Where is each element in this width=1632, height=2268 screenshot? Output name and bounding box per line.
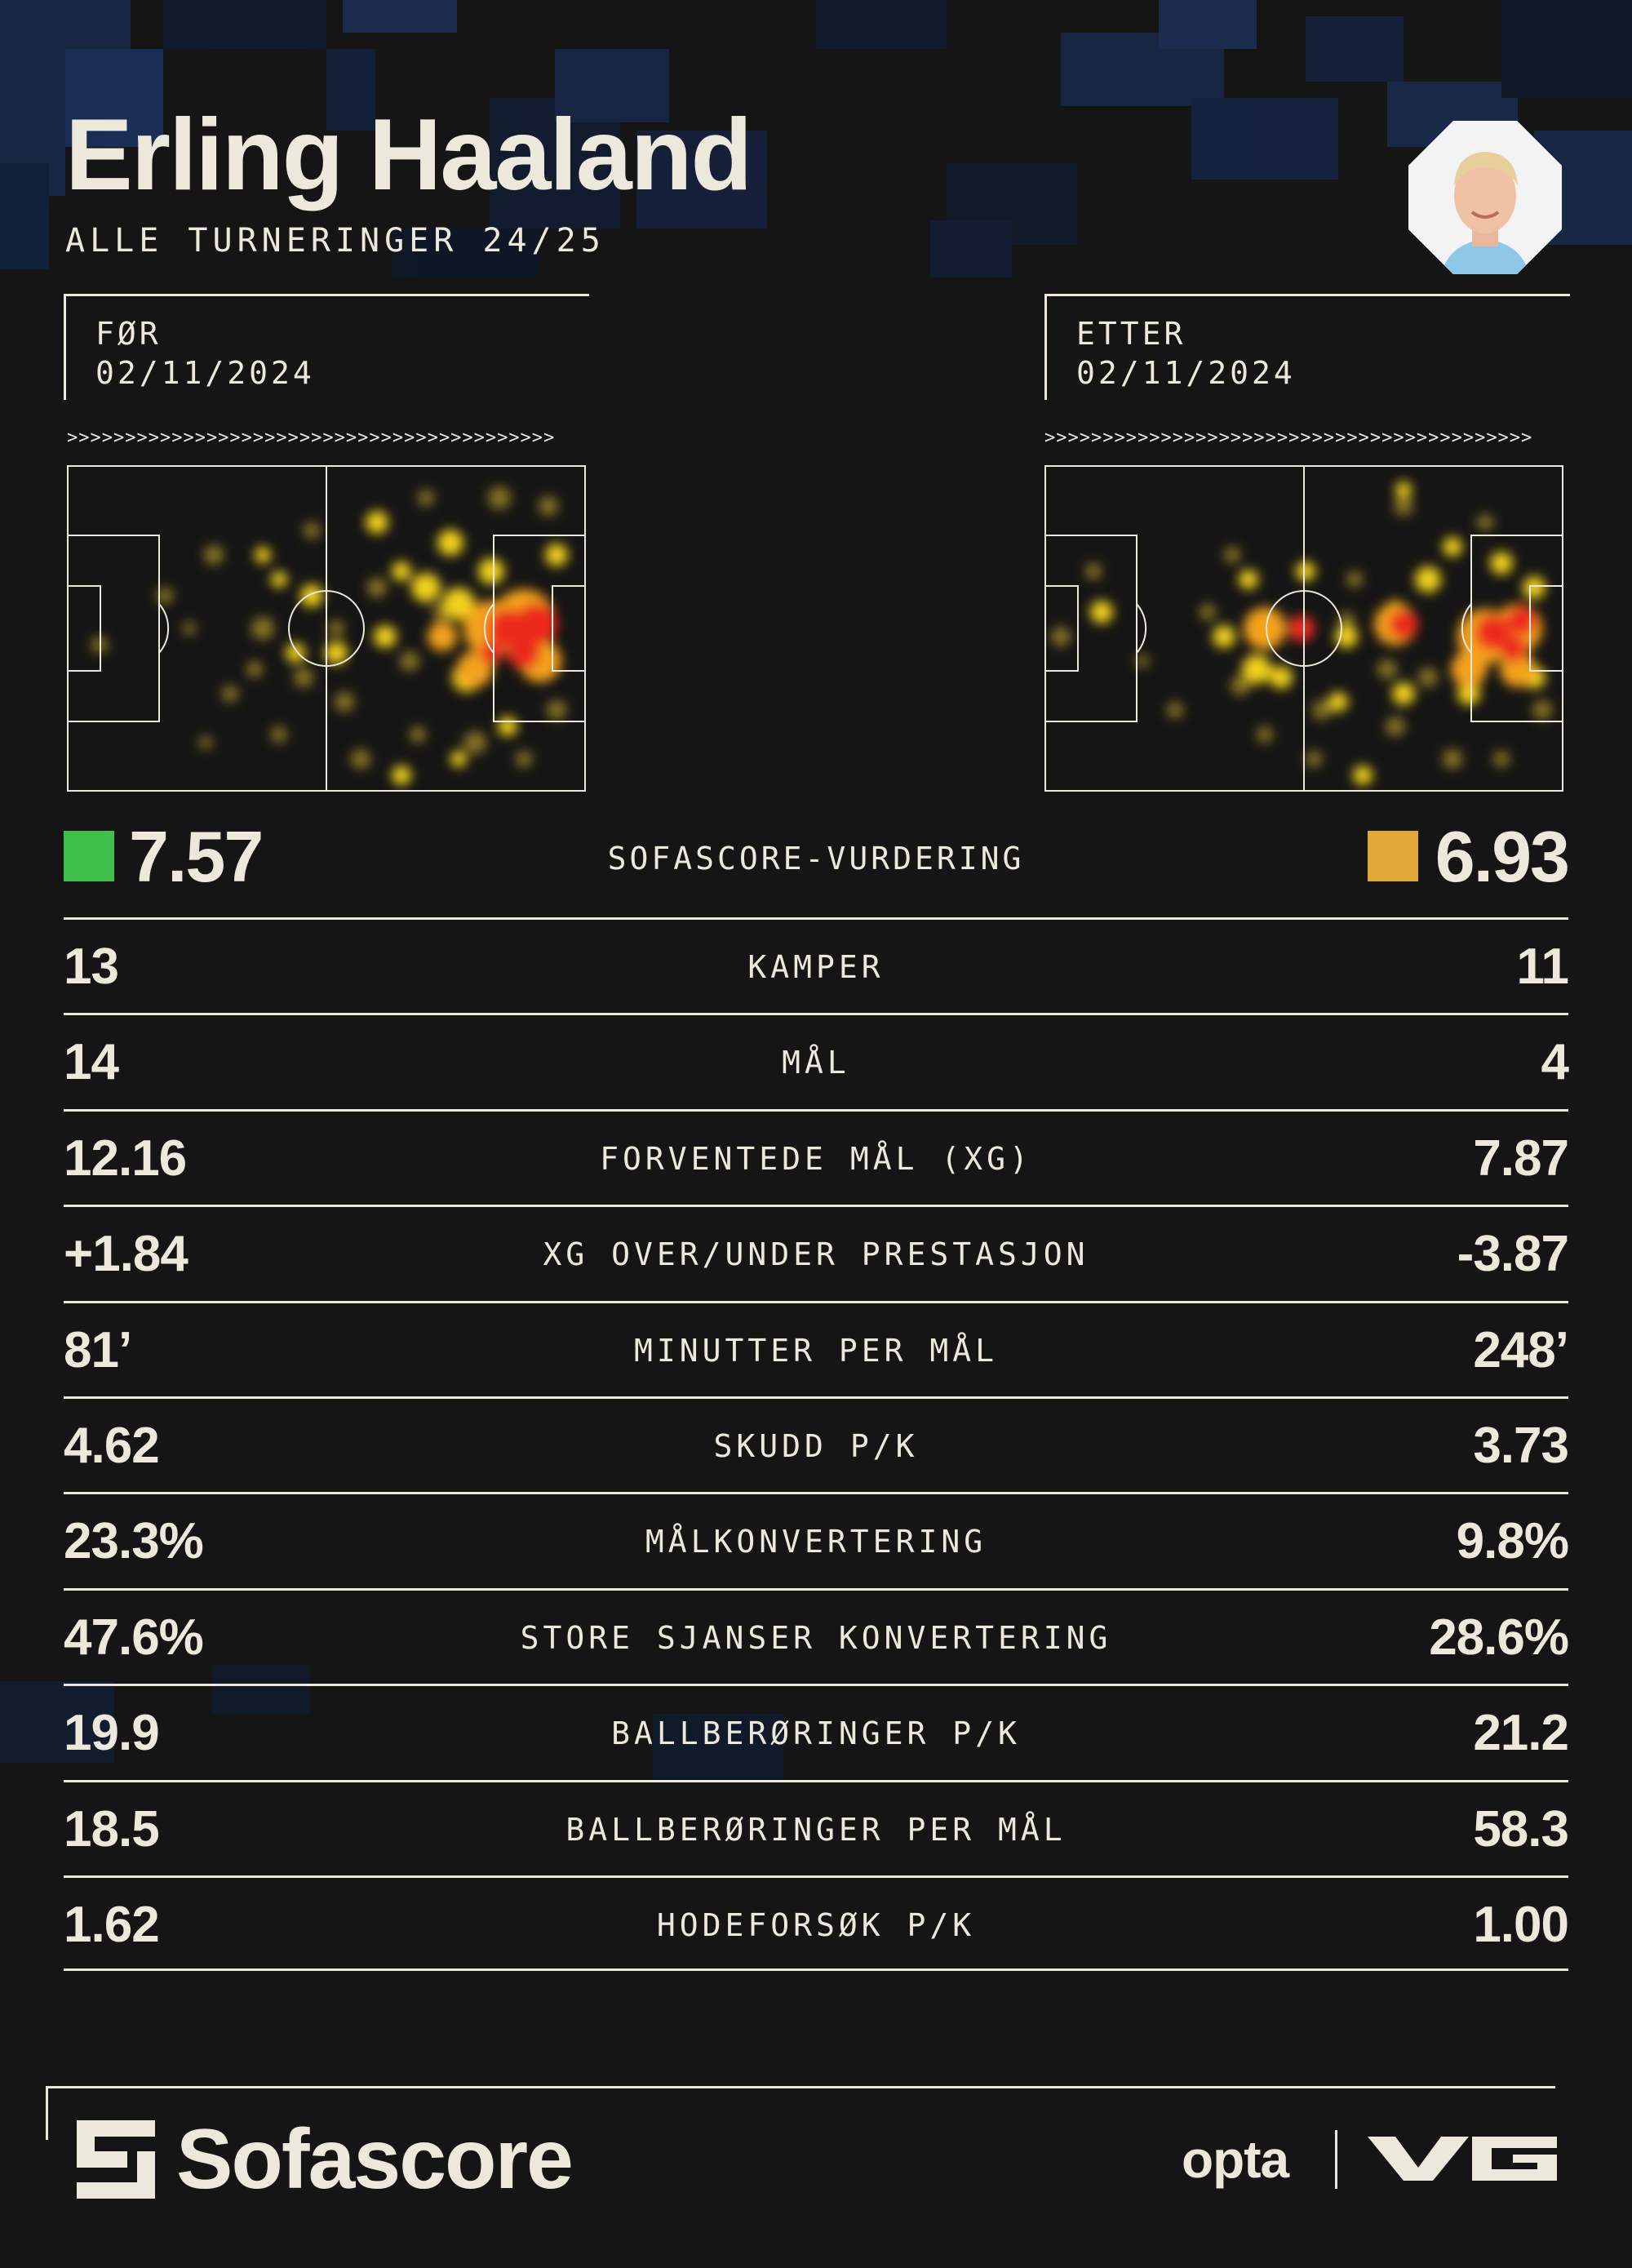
stat-before: 1.62 bbox=[64, 1896, 160, 1953]
stat-after: 7.87 bbox=[1473, 1130, 1569, 1187]
stat-after: 21.2 bbox=[1473, 1705, 1569, 1762]
stat-row: 13 KAMPER 11 bbox=[64, 917, 1569, 1013]
stat-before: 47.6% bbox=[64, 1609, 204, 1666]
direction-arrows-right: >>>>>>>>>>>>>>>>>>>>>>>>>>>>>>>>>>>>>>>>… bbox=[1044, 428, 1533, 447]
stat-label: MINUTTER PER MÅL bbox=[633, 1332, 999, 1369]
stat-before: +1.84 bbox=[64, 1226, 188, 1283]
footer-divider-vertical bbox=[46, 2086, 48, 2140]
stat-before: 23.3% bbox=[64, 1513, 204, 1570]
rating-badge-before bbox=[64, 831, 114, 881]
stat-after: 28.6% bbox=[1429, 1609, 1569, 1666]
direction-arrows-left: >>>>>>>>>>>>>>>>>>>>>>>>>>>>>>>>>>>>>>>>… bbox=[67, 428, 556, 447]
stat-row: 14 MÅL 4 bbox=[64, 1013, 1569, 1108]
before-label: FØR bbox=[95, 316, 162, 352]
stat-before: 4.62 bbox=[64, 1417, 160, 1474]
stat-label: KAMPER bbox=[747, 949, 885, 985]
stat-label: HODEFORSØK P/K bbox=[656, 1906, 976, 1943]
footer-divider bbox=[46, 2086, 1555, 2088]
heatmap-before bbox=[67, 465, 586, 792]
before-date: 02/11/2024 bbox=[95, 355, 315, 391]
stat-label: MÅLKONVERTERING bbox=[645, 1524, 987, 1560]
player-name: Erling Haaland bbox=[65, 99, 752, 211]
after-date: 02/11/2024 bbox=[1076, 355, 1296, 391]
rating-badge-after bbox=[1368, 831, 1418, 881]
stat-row: 4.62 SKUDD P/K 3.73 bbox=[64, 1396, 1569, 1492]
stat-label: SKUDD P/K bbox=[713, 1427, 919, 1464]
stat-label: BALLBERØRINGER PER MÅL bbox=[565, 1811, 1067, 1848]
footer-separator bbox=[1335, 2130, 1337, 2189]
stat-after: 9.8% bbox=[1456, 1513, 1569, 1570]
rating-label: SOFASCORE-VURDERING bbox=[607, 841, 1025, 877]
rating-after: 6.93 bbox=[1435, 816, 1570, 897]
stat-row: 1.62 HODEFORSØK P/K 1.00 bbox=[64, 1875, 1569, 1972]
stats-table: 13 KAMPER 11 14 MÅL 4 12.16 FORVENTEDE M… bbox=[64, 917, 1569, 1972]
season-label: ALLE TURNERINGER 24/25 bbox=[65, 222, 605, 260]
stat-before: 81’ bbox=[64, 1321, 132, 1378]
stat-label: BALLBERØRINGER P/K bbox=[611, 1715, 1021, 1752]
stat-row: 12.16 FORVENTEDE MÅL (XG) 7.87 bbox=[64, 1108, 1569, 1205]
stat-after: 3.73 bbox=[1473, 1417, 1569, 1474]
rating-before: 7.57 bbox=[129, 816, 264, 897]
after-label: ETTER bbox=[1076, 316, 1186, 352]
stat-label: FORVENTEDE MÅL (XG) bbox=[600, 1140, 1032, 1177]
rating-row: 7.57 SOFASCORE-VURDERING 6.93 bbox=[64, 816, 1570, 906]
stat-before: 19.9 bbox=[64, 1705, 160, 1762]
stat-row: 19.9 BALLBERØRINGER P/K 21.2 bbox=[64, 1684, 1569, 1779]
stat-after: 58.3 bbox=[1473, 1800, 1569, 1857]
stat-row: 81’ MINUTTER PER MÅL 248’ bbox=[64, 1300, 1569, 1396]
stat-row: 47.6% STORE SJANSER KONVERTERING 28.6% bbox=[64, 1587, 1569, 1684]
stat-after: 4 bbox=[1541, 1034, 1569, 1091]
player-avatar bbox=[1408, 121, 1562, 274]
stat-label: XG OVER/UNDER PRESTASJON bbox=[543, 1236, 1089, 1273]
stat-before: 14 bbox=[64, 1034, 119, 1091]
stat-before: 12.16 bbox=[64, 1130, 187, 1187]
stat-label: MÅL bbox=[782, 1045, 850, 1081]
heatmap-after bbox=[1044, 465, 1563, 792]
stat-row: 18.5 BALLBERØRINGER PER MÅL 58.3 bbox=[64, 1779, 1569, 1875]
vg-logo-icon bbox=[1368, 2137, 1557, 2181]
stat-label: STORE SJANSER KONVERTERING bbox=[520, 1619, 1112, 1656]
brand-name: Sofascore bbox=[176, 2112, 574, 2207]
sofascore-logo-icon bbox=[77, 2120, 155, 2199]
stat-before: 18.5 bbox=[64, 1800, 160, 1857]
before-period-box: FØR 02/11/2024 bbox=[64, 294, 589, 400]
stat-after: 11 bbox=[1516, 939, 1569, 995]
stat-after: 248’ bbox=[1473, 1321, 1569, 1378]
stat-after: 1.00 bbox=[1473, 1896, 1569, 1953]
stat-before: 13 bbox=[64, 939, 119, 995]
opta-logo: opta bbox=[1182, 2130, 1289, 2189]
stat-after: -3.87 bbox=[1457, 1226, 1569, 1283]
stat-row: +1.84 XG OVER/UNDER PRESTASJON -3.87 bbox=[64, 1205, 1569, 1300]
after-period-box: ETTER 02/11/2024 bbox=[1044, 294, 1570, 400]
stat-row: 23.3% MÅLKONVERTERING 9.8% bbox=[64, 1492, 1569, 1587]
